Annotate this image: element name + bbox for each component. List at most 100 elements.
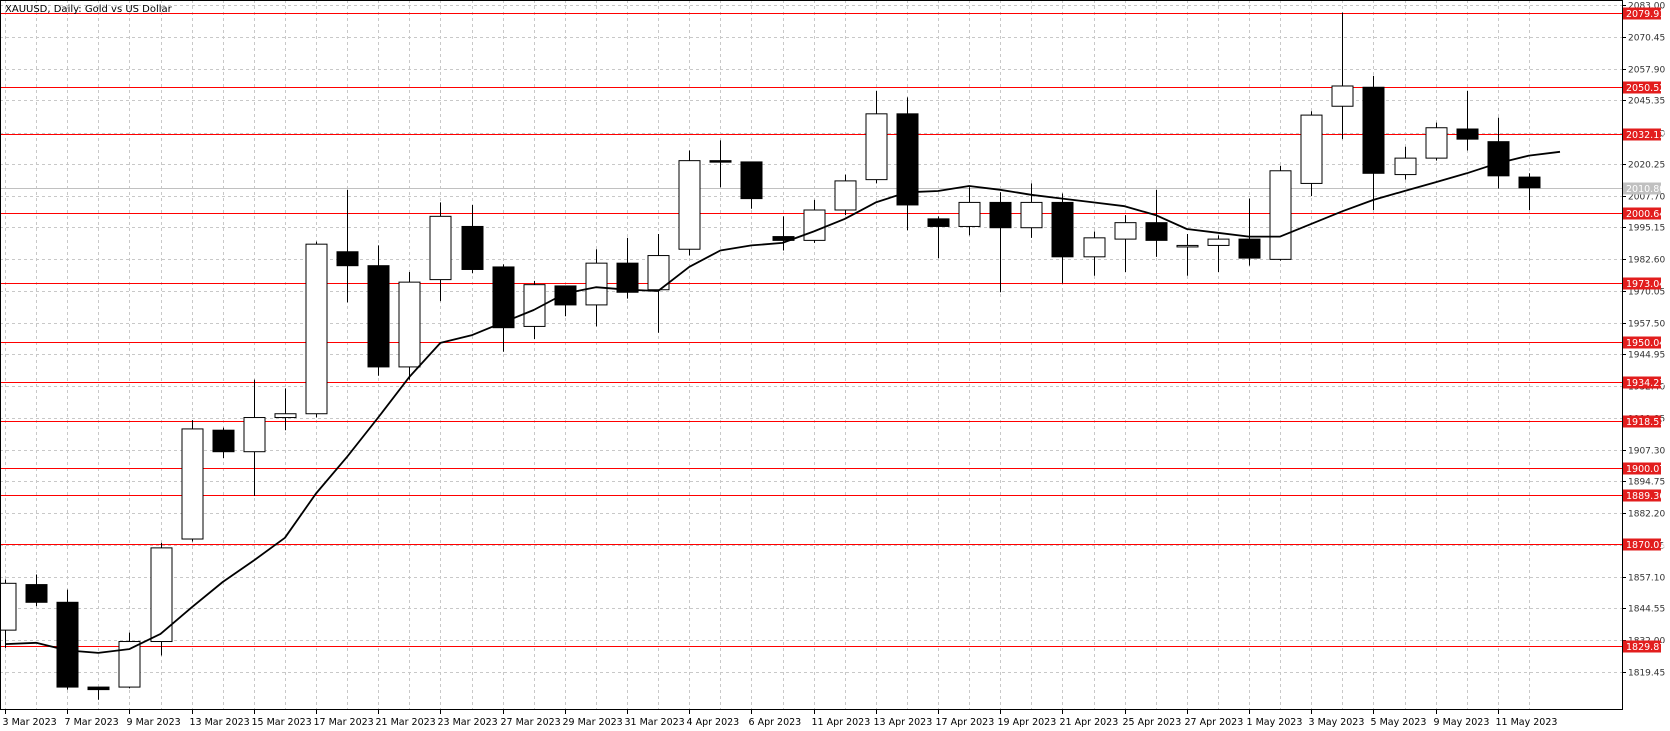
date-tick-label: 11 May 2023: [1496, 717, 1558, 728]
date-tick-label: 23 Mar 2023: [438, 717, 498, 728]
level-label-bg: [1623, 207, 1661, 220]
date-tick-label: 9 May 2023: [1434, 717, 1490, 728]
date-tick-label: 17 Apr 2023: [936, 717, 995, 728]
candle: [927, 216, 950, 259]
candle: [989, 192, 1012, 293]
price-tick-label: 1894.75: [1628, 478, 1665, 488]
date-tick-label: 13 Apr 2023: [874, 717, 933, 728]
candle-body-bear: [461, 225, 484, 270]
candle-body-bull: [150, 547, 173, 643]
date-tick-label: 5 May 2023: [1371, 717, 1427, 728]
candle: [118, 632, 141, 689]
candle-body-bull: [1083, 237, 1106, 258]
candle: [554, 285, 577, 317]
candle-body-bear: [87, 686, 110, 691]
level-label-bg: [1623, 81, 1661, 94]
candle-body-bull: [958, 201, 981, 227]
candle: [243, 379, 266, 496]
candle: [1207, 235, 1230, 273]
date-tick-label: 15 Mar 2023: [252, 717, 312, 728]
candle-body-bear: [989, 201, 1012, 229]
date-tick-label: 17 Mar 2023: [314, 717, 374, 728]
date-tick-label: 6 Apr 2023: [749, 717, 802, 728]
candle-body-bear: [336, 251, 359, 267]
price-tick-label: 2083.00: [1628, 2, 1665, 12]
candle-body-bear: [1518, 176, 1541, 189]
date-tick-label: 29 Mar 2023: [563, 717, 623, 728]
candle-body-bull: [1020, 201, 1043, 229]
level-label-bg: [1623, 277, 1661, 290]
candle: [1518, 173, 1541, 211]
candle-body-bear: [25, 584, 48, 603]
candle: [865, 91, 888, 184]
level-label: 1973.04: [1626, 279, 1665, 290]
candle: [150, 542, 173, 656]
candle: [1145, 189, 1168, 257]
level-label: 2079.91: [1626, 9, 1665, 20]
candle-body-bull: [1114, 222, 1137, 240]
candle: [1331, 12, 1354, 140]
candle: [896, 97, 919, 231]
level-label-bg: [1623, 538, 1661, 551]
price-tick-label: 2020.25: [1628, 161, 1665, 171]
candle: [1238, 198, 1261, 266]
candle-body-bear: [1456, 128, 1479, 140]
price-tick-label: 2007.70: [1628, 193, 1665, 203]
level-label-bg: [1623, 7, 1661, 20]
date-tick-label: 21 Mar 2023: [376, 717, 436, 728]
candle-body-bull: [1331, 85, 1354, 107]
candle: [56, 589, 79, 690]
chart-title: XAUUSD, Daily: Gold vs US Dollar: [5, 4, 173, 15]
candle: [1051, 193, 1074, 284]
candle: [740, 161, 763, 209]
candles: [0, 12, 1541, 700]
ma-line: [4, 150, 1561, 654]
level-label-bg: [1623, 462, 1661, 475]
candle-body-bear: [554, 285, 577, 306]
candle: [678, 150, 701, 256]
candle: [616, 237, 639, 299]
level-label-bg: [1623, 376, 1661, 389]
level-label-bg: [1623, 415, 1661, 428]
date-tick-label: 11 Apr 2023: [812, 717, 871, 728]
candle: [585, 249, 608, 327]
candle: [1114, 215, 1137, 273]
candle-body-bull: [118, 641, 141, 688]
candle: [461, 204, 484, 274]
candle-body-bear: [616, 262, 639, 293]
candle: [25, 574, 48, 607]
price-tick-label: 1982.60: [1628, 256, 1665, 266]
price-tick-label: 1882.20: [1628, 510, 1665, 520]
price-tick-label: 1907.30: [1628, 447, 1665, 457]
candle-body-bull: [274, 413, 297, 419]
candle: [429, 202, 452, 302]
date-axis: 3 Mar 2023 7 Mar 2023 9 Mar 2023 13 Mar 202…: [3, 710, 1558, 728]
candle: [958, 187, 981, 236]
candle: [1394, 146, 1417, 180]
candle-body-bear: [367, 265, 390, 368]
level-label: 1934.23: [1626, 378, 1665, 389]
candle: [834, 174, 857, 216]
moving-average: [4, 150, 1561, 654]
price-tick-label: 2045.35: [1628, 97, 1665, 107]
level-label: 1900.07: [1626, 464, 1665, 475]
horizontal-levels[interactable]: [0, 13, 1622, 647]
candle: [1456, 91, 1479, 151]
price-tick-label: 1857.10: [1628, 574, 1665, 584]
level-label: 2000.64: [1626, 209, 1665, 220]
candle-body-bull: [1269, 170, 1292, 260]
candle-body-bull: [305, 243, 328, 415]
date-tick-label: 4 Apr 2023: [687, 717, 740, 728]
date-tick-label: 27 Apr 2023: [1185, 717, 1244, 728]
price-tick-label: 1844.55: [1628, 605, 1665, 615]
date-tick-label: 7 Mar 2023: [65, 717, 119, 728]
candle: [1300, 111, 1323, 197]
candle: [336, 189, 359, 303]
candle-body-bear: [896, 113, 919, 206]
candle: [709, 140, 732, 188]
candle: [274, 388, 297, 431]
candle-body-bear: [1362, 86, 1385, 174]
level-label-bg: [1623, 489, 1661, 502]
candle-body-bear: [1145, 222, 1168, 241]
